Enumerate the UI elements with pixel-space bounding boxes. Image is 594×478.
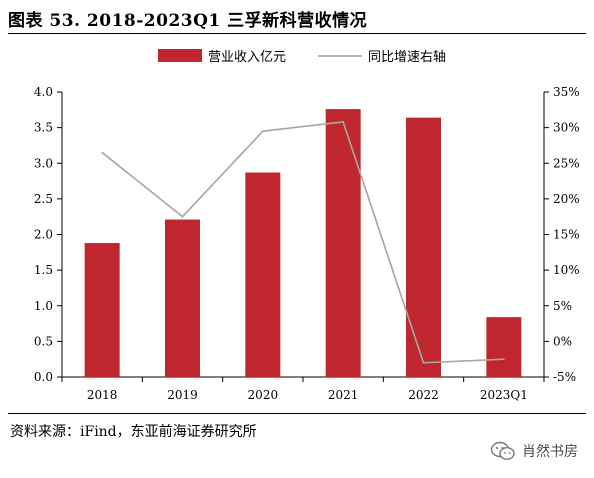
left-tick-label: 0.0 (34, 370, 53, 384)
right-tick-label: 5% (553, 299, 572, 313)
legend: 营业收入亿元 同比增速右轴 (158, 49, 446, 65)
right-tick-label: -5% (553, 370, 576, 384)
growth-point (503, 358, 505, 360)
chart-title: 图表 53. 2018-2023Q1 三孚新科营收情况 (8, 11, 368, 31)
x-tick-label: 2019 (167, 388, 198, 402)
legend-item-growth: 同比增速右轴 (318, 50, 446, 65)
left-tick-label: 2.0 (34, 228, 53, 242)
revenue-bar (245, 172, 281, 377)
growth-point (181, 215, 184, 218)
right-tick-label: 0% (553, 334, 572, 348)
growth-line (101, 121, 504, 364)
source-rule (8, 413, 586, 414)
growth-point (101, 151, 103, 154)
watermark-text: 肖然书房 (522, 444, 578, 460)
growth-point (342, 121, 344, 123)
right-tick-label: 10% (553, 263, 580, 277)
right-tick-label: 35% (553, 85, 580, 99)
watermark: 肖然书房 (490, 441, 578, 461)
left-tick-label: 1.0 (34, 299, 53, 313)
right-tick-label: 30% (553, 121, 580, 135)
axes: 0.0 0.5 1.0 1.5 2.0 2.5 3.0 3.5 4.0 -5% 0% 5% 10% 15%… (34, 85, 580, 402)
left-tick-label: 2.5 (34, 192, 53, 206)
revenue-bar (84, 243, 120, 377)
legend-swatch-bar (158, 49, 202, 62)
right-tick-label: 20% (553, 192, 580, 206)
wechat-icon (490, 441, 515, 461)
left-tick-label: 1.5 (34, 263, 53, 277)
left-tick-label: 0.5 (34, 334, 53, 348)
title-rule (8, 33, 586, 34)
revenue-bar (165, 219, 200, 377)
legend-item-revenue: 营业收入亿元 (158, 49, 286, 65)
source-note: 资料来源：iFind，东亚前海证券研究所 (10, 424, 257, 440)
revenue-bar (486, 317, 522, 377)
x-tick-label: 2023Q1 (480, 388, 528, 402)
growth-point (262, 130, 264, 132)
x-tick-label: 2022 (408, 388, 439, 402)
growth-point (422, 361, 425, 364)
left-tick-label: 3.5 (34, 121, 53, 135)
x-tick-label: 2018 (87, 388, 118, 402)
legend-label-revenue: 营业收入亿元 (208, 50, 286, 65)
left-tick-label: 4.0 (34, 85, 53, 99)
revenue-bar (325, 109, 361, 377)
line-series (101, 121, 505, 364)
x-tick-label: 2021 (328, 388, 359, 402)
revenue-chart: 营业收入亿元 同比增速右轴 0.0 0.5 1.0 1.5 2.0 2.5 3.0 3.5 4.0… (34, 49, 580, 402)
legend-label-growth: 同比增速右轴 (368, 50, 446, 65)
left-tick-label: 3.0 (34, 156, 53, 170)
revenue-bar (406, 117, 441, 378)
bar-series (84, 109, 522, 378)
right-tick-label: 25% (553, 156, 580, 170)
right-tick-label: 15% (553, 228, 580, 242)
x-tick-label: 2020 (248, 388, 279, 402)
